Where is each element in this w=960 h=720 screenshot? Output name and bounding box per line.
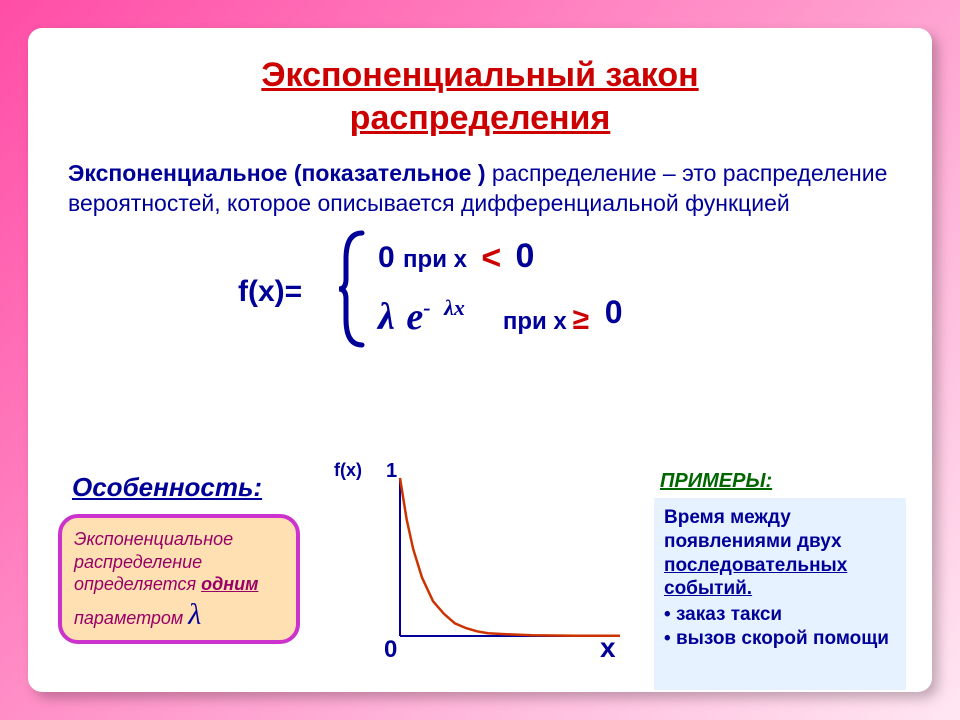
definition-text: Экспоненциальное (показательное ) распре… [68,159,892,219]
feature-one: одним [201,574,258,594]
feature-line3: параметром [74,608,188,628]
case1-zero: 0 [378,241,395,274]
feature-lambda: λ [188,598,201,631]
brace-icon [338,229,368,349]
definition-emph: Экспоненциальное (показательное ) [68,160,486,186]
examples-item: вызов скорой помощи [664,627,896,651]
formula-block: f(x)= 0 при x < 0 λ e- λx при x≥ 0 [68,233,892,363]
chart-y-label: f(x) [334,460,362,481]
case1-lt: < [481,239,501,277]
case1-rhs: 0 [516,237,535,275]
title-line-1: Экспоненциальный закон [261,56,698,94]
formula-case-1: 0 при x < 0 [378,237,534,276]
case2-e: e [406,296,423,338]
examples-item: заказ такси [664,603,896,627]
chart: f(x) 1 0 x [350,468,640,668]
examples-intro: Время между появлениями двух [664,507,842,552]
chart-origin-zero: 0 [384,636,397,664]
formula-case-2: λ e- λx при x≥ 0 [378,295,623,339]
chart-x-label: x [600,632,616,664]
examples-box: Время между появлениями двух последовате… [654,498,906,690]
case2-ge: ≥ [573,303,589,336]
fx-label: f(x)= [238,275,302,309]
feature-box: Экспоненциальное распределение определяе… [58,514,300,644]
case2-rhs: 0 [605,294,623,330]
slide-title: Экспоненциальный закон распределения [68,54,892,139]
case1-pri: при x [403,246,467,273]
case2-lambda: λ [378,296,395,338]
feature-label: Особенность: [72,472,262,503]
chart-y-top: 1 [386,460,397,483]
case2-sup-dash: - [423,295,430,320]
examples-list: заказ таксивызов скорой помощи [664,603,896,651]
case2-sup-lx: λx [444,295,465,320]
examples-label: ПРИМЕРЫ: [660,470,772,493]
examples-intro-ul: последовательных событий. [664,555,847,600]
case2-pri: при x [503,308,567,335]
title-line-2: распределения [350,99,611,137]
